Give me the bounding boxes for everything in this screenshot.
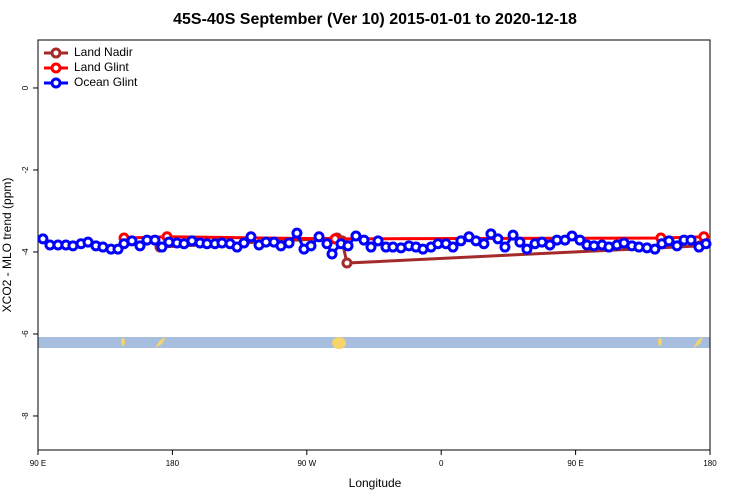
legend-label: Land Glint [74, 60, 129, 74]
x-tick-label: 180 [166, 459, 180, 468]
data-point [700, 238, 712, 250]
data-point [649, 243, 661, 255]
x-tick-label: 90 E [567, 459, 583, 468]
x-tick-label: 90 E [30, 459, 46, 468]
data-point [126, 235, 138, 247]
data-point [514, 236, 526, 248]
chart-title: 45S-40S September (Ver 10) 2015-01-01 to… [173, 11, 577, 28]
y-tick-label: -4 [21, 248, 30, 256]
data-point [372, 235, 384, 247]
data-point [492, 233, 504, 245]
data-point [499, 241, 511, 253]
x-tick-label: 0 [439, 459, 444, 468]
x-tick-label: 90 W [297, 459, 316, 468]
data-point [134, 240, 146, 252]
land-mask-band [38, 337, 710, 349]
data-point [447, 241, 459, 253]
data-point [507, 229, 519, 241]
x-tick-label: 180 [703, 459, 717, 468]
data-point [365, 241, 377, 253]
data-point [455, 235, 467, 247]
legend-marker [50, 77, 62, 89]
data-point [305, 240, 317, 252]
data-point [291, 227, 303, 239]
data-point [245, 231, 257, 243]
data-point [37, 233, 49, 245]
data-point [685, 234, 697, 246]
legend-marker [50, 62, 62, 74]
legend-label: Land Nadir [74, 45, 133, 59]
series-line [123, 235, 704, 241]
data-point [283, 237, 295, 249]
data-point [326, 248, 338, 260]
data-point [521, 243, 533, 255]
data-point [478, 238, 490, 250]
data-point [544, 239, 556, 251]
data-point [342, 240, 354, 252]
y-tick-label: -2 [21, 166, 30, 174]
data-point [566, 230, 578, 242]
y-tick-label: -8 [21, 412, 30, 420]
data-point [341, 257, 353, 269]
data-point [238, 237, 250, 249]
data-point [574, 234, 586, 246]
data-point [663, 235, 675, 247]
y-tick-label: 0 [21, 85, 30, 90]
y-axis-label: XCO2 - MLO trend (ppm) [0, 178, 14, 313]
data-point [321, 238, 333, 250]
data-point [149, 234, 161, 246]
legend-label: Ocean Glint [74, 75, 138, 89]
legend-marker [50, 47, 62, 59]
y-tick-label: -6 [21, 330, 30, 338]
series [37, 227, 712, 260]
data-point [313, 231, 325, 243]
data-point [358, 234, 370, 246]
x-axis-label: Longitude [349, 476, 402, 490]
data-point [156, 241, 168, 253]
data-point [671, 240, 683, 252]
data-point [350, 230, 362, 242]
data-point [485, 228, 497, 240]
